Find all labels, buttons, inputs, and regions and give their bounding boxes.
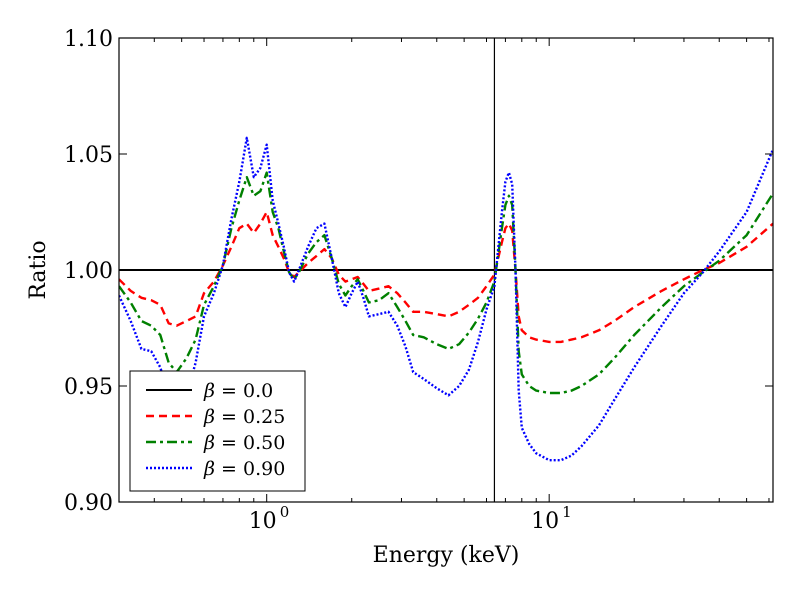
legend-beta-value: = 0.50 [215, 432, 285, 454]
legend-box [129, 370, 306, 492]
legend-label-beta-0.50: β = 0.50 [203, 432, 285, 454]
legend-beta-symbol: β [203, 432, 215, 454]
x-axis-label: Energy (keV) [373, 543, 520, 568]
legend-beta-symbol: β [203, 406, 215, 428]
x-tick-exponent: 1 [562, 503, 572, 521]
legend-beta-symbol: β [203, 458, 215, 480]
legend: β = 0.0β = 0.25β = 0.50β = 0.90 [129, 370, 306, 492]
legend-label-beta-0.0: β = 0.0 [203, 380, 273, 402]
y-tick-label: 1.10 [64, 27, 113, 52]
series-line-beta-0.25 [119, 210, 773, 344]
x-tick-label: 10 [249, 509, 277, 534]
series-layer [119, 38, 773, 502]
x-tick-label: 10 [531, 509, 559, 534]
y-tick-label: 1.05 [64, 143, 113, 168]
legend-beta-value: = 0.0 [215, 380, 273, 402]
legend-beta-value: = 0.25 [215, 406, 285, 428]
x-tick-exponent: 0 [280, 503, 290, 521]
y-tick-label: 0.95 [64, 375, 113, 400]
legend-beta-value: = 0.90 [215, 458, 285, 480]
legend-label-beta-0.25: β = 0.25 [203, 406, 285, 428]
y-tick-label: 1.00 [64, 259, 113, 284]
legend-beta-symbol: β [203, 380, 215, 402]
legend-label-beta-0.90: β = 0.90 [203, 458, 285, 480]
y-axis-label: Ratio [26, 240, 51, 299]
y-tick-label: 0.90 [64, 491, 113, 516]
